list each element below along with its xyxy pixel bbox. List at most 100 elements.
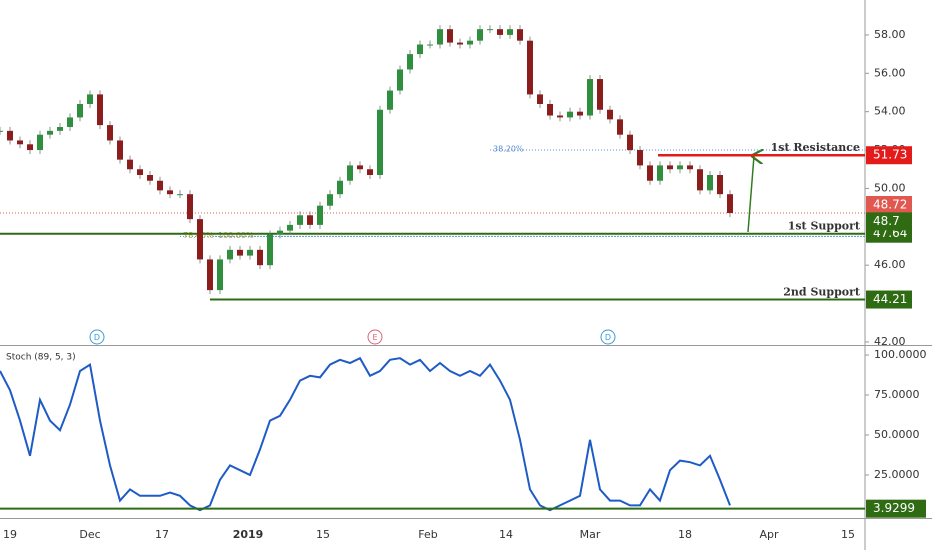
candle (387, 90, 393, 110)
candle (157, 180, 163, 191)
level-value: 51.73 (873, 148, 907, 162)
stoch-level-box (866, 499, 926, 518)
candle (177, 194, 183, 196)
candle (57, 127, 63, 131)
candle (407, 54, 413, 70)
candle (0, 130, 3, 132)
candle (197, 219, 203, 260)
candle (127, 159, 133, 170)
candle (507, 29, 513, 35)
candle (597, 79, 603, 110)
candle (617, 119, 623, 135)
event-label: E (372, 333, 377, 342)
stoch-tick-label: 75.0000 (874, 388, 920, 401)
candle (257, 249, 263, 266)
candle (327, 194, 333, 206)
x-tick-label: Feb (418, 528, 437, 541)
stoch-line (0, 356, 731, 512)
candle (137, 169, 143, 175)
y-tick-label: 58.00 (874, 28, 906, 41)
stoch-tick-label: 100.0000 (874, 348, 927, 361)
x-tick-label: Dec (79, 528, 100, 541)
candle (627, 134, 633, 151)
price-box (866, 195, 912, 214)
target-arrow (747, 156, 754, 233)
candle (717, 174, 723, 195)
event-label: D (605, 333, 611, 342)
candle (687, 165, 693, 170)
candle (107, 125, 113, 141)
candle (367, 169, 373, 175)
candle (87, 94, 93, 104)
candle (517, 29, 523, 41)
candle (707, 174, 713, 191)
candle (647, 165, 653, 181)
candle (577, 111, 583, 116)
candle (657, 165, 663, 181)
price-value: 48.7 (873, 214, 900, 228)
x-tick-label: 15 (316, 528, 330, 541)
candle (147, 174, 153, 181)
candle (427, 44, 433, 46)
x-tick-label: 18 (678, 528, 692, 541)
y-tick-label: 46.00 (874, 258, 906, 271)
candle (207, 259, 213, 291)
level-box (866, 290, 912, 309)
candle (547, 103, 553, 116)
price-box (866, 212, 912, 231)
candle (167, 190, 173, 195)
candle (477, 29, 483, 41)
candle (227, 249, 233, 260)
candle (567, 111, 573, 118)
event-marker (367, 329, 383, 345)
candle (457, 42, 463, 45)
candle (37, 134, 43, 151)
candle (47, 130, 53, 135)
price-value: 48.72 (873, 197, 907, 211)
level-name: 2nd Support (783, 286, 861, 299)
candle (337, 180, 343, 195)
candle (727, 194, 733, 213)
candle (7, 130, 13, 141)
candle (587, 79, 593, 116)
candle (357, 165, 363, 170)
event-label: D (94, 333, 100, 342)
candle (527, 40, 533, 95)
candle (297, 215, 303, 225)
level-name: 1st Support (788, 220, 861, 233)
x-tick-label: Mar (580, 528, 601, 541)
candle (697, 169, 703, 191)
stoch-tick-label: 50.0000 (874, 428, 920, 441)
level-name: 1st Resistance (771, 141, 860, 154)
candle (187, 194, 193, 220)
candle (497, 29, 503, 35)
candle (277, 230, 283, 235)
candle (27, 144, 33, 151)
x-tick-label: Apr (759, 528, 779, 541)
candle (637, 150, 643, 166)
x-tick-label: 15 (841, 528, 855, 541)
candle (447, 29, 453, 43)
x-tick-label: 17 (155, 528, 169, 541)
candle (397, 69, 403, 91)
candle (97, 94, 103, 126)
candle (467, 40, 473, 45)
candle (307, 215, 313, 225)
stoch-title: Stoch (89, 5, 3) (6, 353, 76, 363)
event-marker (89, 329, 105, 345)
candle (557, 115, 563, 118)
candle (607, 109, 613, 120)
candle (17, 140, 23, 145)
fib-label: 38.20% (493, 145, 524, 154)
candle (437, 29, 443, 45)
candle (487, 29, 493, 31)
candle (677, 165, 683, 170)
x-tick-label: 19 (3, 528, 17, 541)
level-box (866, 146, 912, 165)
candle (347, 165, 353, 181)
y-tick-label: 54.00 (874, 105, 906, 118)
stoch-level-value: 3.9299 (873, 501, 915, 515)
candle (67, 117, 73, 128)
